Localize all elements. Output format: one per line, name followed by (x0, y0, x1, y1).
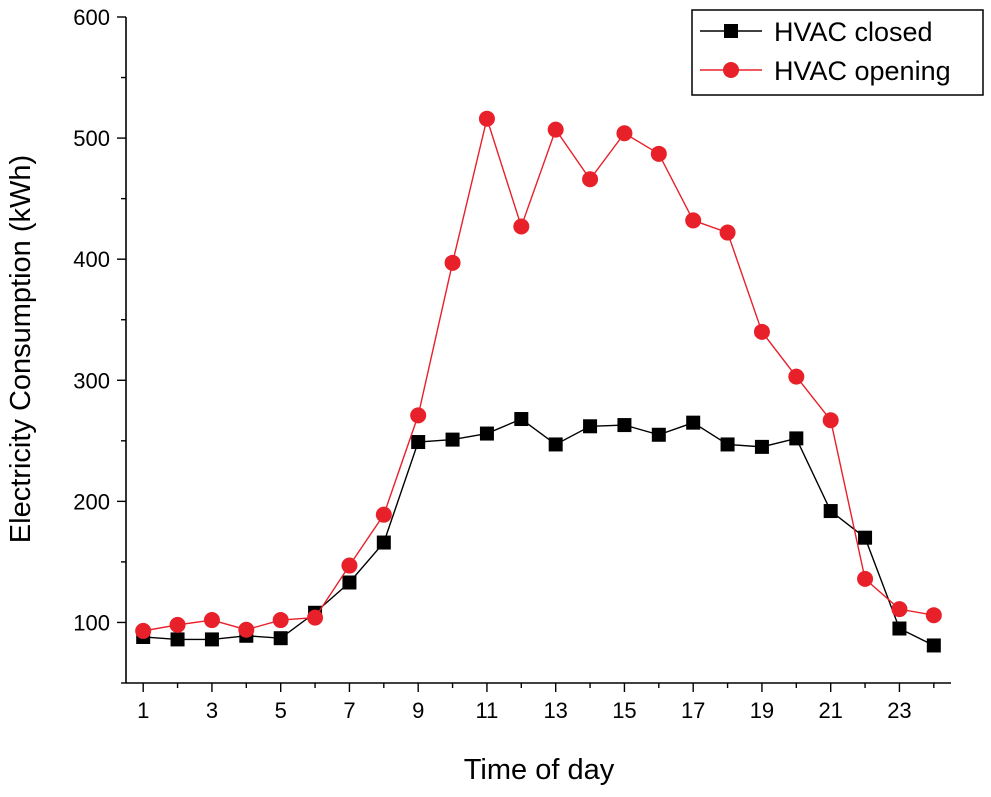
legend-marker (724, 24, 738, 38)
data-point (204, 632, 219, 647)
data-point (616, 125, 633, 142)
legend-label: HVAC opening (774, 56, 951, 86)
data-point (411, 435, 426, 450)
x-axis-title: Time of day (464, 754, 615, 786)
data-point (135, 622, 152, 639)
y-tick-label: 200 (73, 489, 110, 514)
data-point (273, 631, 288, 646)
data-point (169, 616, 186, 633)
data-point (547, 121, 564, 138)
data-point (719, 224, 736, 241)
series-line (143, 418, 935, 647)
legend-box (691, 9, 984, 96)
x-tick-label: 19 (750, 698, 774, 723)
data-point (307, 609, 324, 626)
data-point (342, 575, 357, 590)
legend: HVAC closed HVAC opening (691, 9, 984, 96)
data-point (238, 621, 255, 638)
data-point (170, 632, 185, 647)
data-point (375, 506, 392, 523)
axes (125, 17, 951, 684)
x-tick-label: 11 (476, 698, 499, 723)
y-tick-label: 500 (73, 126, 110, 151)
data-point (858, 530, 873, 545)
data-point (582, 171, 599, 188)
x-tick-label: 21 (818, 698, 842, 723)
data-point (892, 621, 907, 636)
data-point (926, 638, 941, 653)
data-point (341, 557, 358, 574)
data-point (514, 412, 529, 427)
data-point (925, 607, 942, 624)
data-point (272, 612, 289, 629)
data-point (686, 415, 701, 430)
series-hvac-opening (135, 110, 942, 639)
x-tick-label: 3 (206, 698, 218, 723)
data-point (685, 212, 702, 229)
data-point (788, 368, 805, 385)
x-tick-label: 5 (275, 698, 287, 723)
data-point (754, 439, 769, 454)
data-point (478, 110, 495, 127)
data-point (548, 437, 563, 452)
data-point (891, 601, 908, 618)
x-tick-label: 9 (412, 698, 424, 723)
data-point (651, 427, 666, 442)
data-point (444, 254, 461, 271)
y-tick-label: 300 (73, 368, 110, 393)
series-line (143, 116, 934, 632)
data-point (513, 218, 530, 235)
data-point (753, 323, 770, 340)
data-point (822, 412, 839, 429)
y-tick-label: 600 (73, 5, 110, 30)
x-tick-label: 1 (137, 698, 149, 723)
data-point (445, 432, 460, 447)
data-point (410, 407, 427, 424)
data-point (650, 145, 667, 162)
data-point (789, 431, 804, 446)
x-tick-label: 13 (543, 698, 567, 723)
y-tick-label: 100 (73, 610, 110, 635)
series-hvac-closed (136, 412, 941, 653)
x-tick-label: 23 (887, 698, 911, 723)
x-tick-label: 15 (612, 698, 636, 723)
legend-marker (723, 62, 739, 78)
data-point (583, 419, 598, 434)
data-point (617, 418, 632, 433)
x-tick-label: 7 (343, 698, 355, 723)
data-point (203, 612, 220, 629)
y-tick-label: 400 (73, 247, 110, 272)
data-point (720, 437, 735, 452)
data-point (479, 426, 494, 441)
series (135, 110, 942, 653)
legend-label: HVAC closed (774, 17, 933, 47)
data-point (857, 570, 874, 587)
y-axis-title: Electricity Consumption (kWh) (5, 155, 37, 543)
x-tick-label: 17 (681, 698, 705, 723)
data-point (376, 535, 391, 550)
data-point (823, 504, 838, 519)
